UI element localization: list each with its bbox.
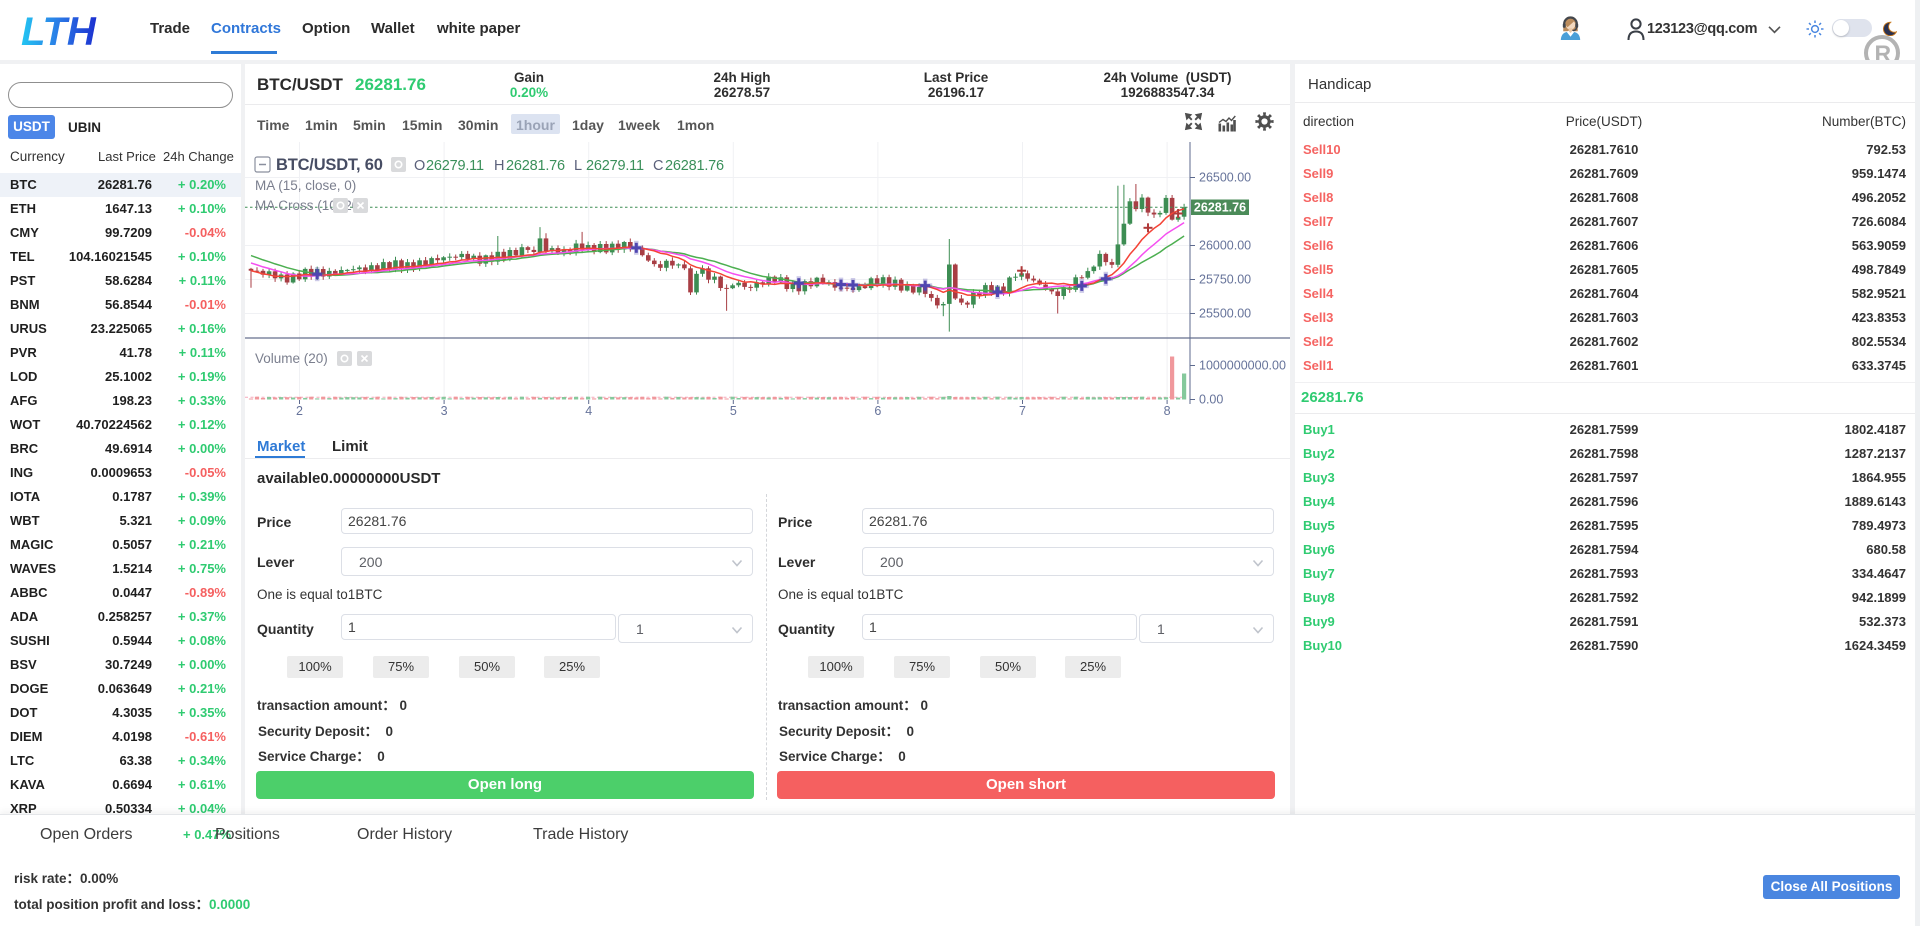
- svg-text:26279.11: 26279.11: [586, 158, 644, 174]
- svg-text:MA (15, close, 0): MA (15, close, 0): [255, 178, 356, 193]
- svg-text:8: 8: [1164, 404, 1171, 418]
- svg-text:25500.00: 25500.00: [1199, 307, 1251, 321]
- svg-text:7: 7: [1019, 404, 1026, 418]
- svg-text:26500.00: 26500.00: [1199, 171, 1251, 185]
- svg-text:H: H: [494, 158, 504, 174]
- svg-text:26281.76: 26281.76: [1194, 201, 1246, 215]
- svg-text:O: O: [414, 158, 425, 174]
- svg-text:26279.11: 26279.11: [426, 158, 484, 174]
- svg-text:26000.00: 26000.00: [1199, 239, 1251, 253]
- svg-text:BTC/USDT, 60: BTC/USDT, 60: [276, 156, 383, 174]
- svg-text:6: 6: [874, 404, 881, 418]
- svg-text:R: R: [1875, 41, 1892, 61]
- svg-text:L: L: [574, 158, 582, 174]
- svg-text:26281.76: 26281.76: [665, 158, 724, 174]
- svg-text:26281.76: 26281.76: [506, 158, 565, 174]
- svg-text:4: 4: [585, 404, 592, 418]
- svg-text:5: 5: [730, 404, 737, 418]
- svg-text:2: 2: [296, 404, 303, 418]
- svg-text:0.00: 0.00: [1199, 393, 1223, 407]
- svg-text:1000000000.00: 1000000000.00: [1199, 359, 1286, 373]
- svg-text:3: 3: [441, 404, 448, 418]
- svg-text:LTH: LTH: [21, 10, 97, 51]
- svg-text:Volume (20): Volume (20): [255, 351, 328, 366]
- svg-text:C: C: [653, 158, 663, 174]
- svg-text:25750.00: 25750.00: [1199, 273, 1251, 287]
